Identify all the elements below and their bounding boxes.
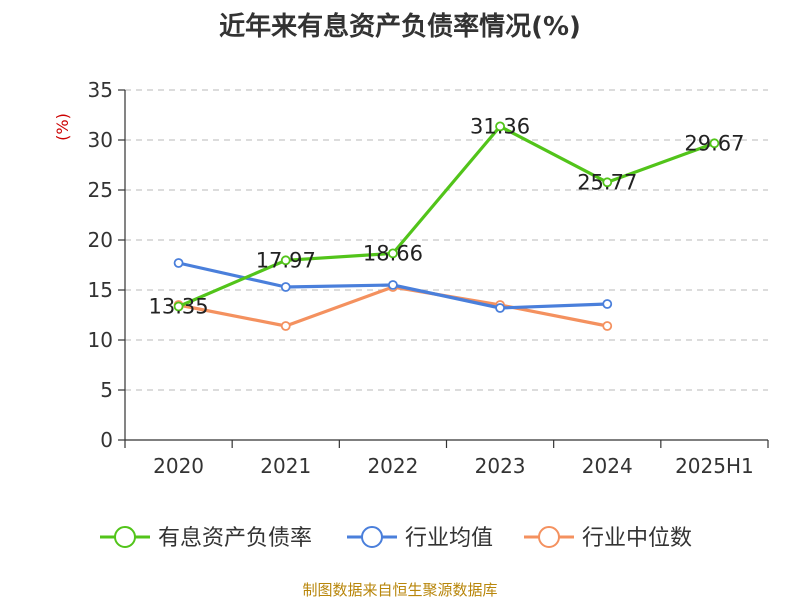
- legend-marker: [538, 526, 560, 548]
- data-point: [709, 138, 720, 149]
- series-line: [177, 124, 715, 308]
- legend-marker: [114, 526, 136, 548]
- data-point: [495, 121, 505, 132]
- legend-marker: [361, 526, 383, 548]
- x-tick-label: 2023: [475, 454, 526, 478]
- y-tick-label: 25: [88, 178, 113, 202]
- data-label: 13.35: [149, 295, 209, 319]
- x-tick-label: 2024: [582, 454, 633, 478]
- data-point: [280, 255, 291, 266]
- data-point: [173, 301, 184, 312]
- grid-lines: [125, 89, 768, 391]
- data-label: 17.97: [256, 248, 316, 272]
- y-tick-label: 15: [88, 278, 113, 302]
- y-tick-label: 0: [100, 428, 113, 452]
- legend-label: 行业均值: [405, 526, 493, 551]
- data-point: [602, 177, 613, 188]
- data-point: [388, 248, 398, 259]
- data-label: 29.67: [684, 131, 744, 155]
- data-point: [602, 299, 613, 309]
- y-axis-unit-label: (%): [53, 113, 72, 141]
- y-tick-label: 30: [88, 128, 113, 152]
- data-label: 25.77: [577, 170, 637, 194]
- y-tick-label: 10: [88, 328, 113, 352]
- data-point: [280, 282, 291, 292]
- data-label: 31.36: [470, 114, 530, 138]
- source-note: 制图数据来自恒生聚源数据库: [302, 581, 497, 599]
- series-lines: [173, 121, 720, 331]
- axes: 0 5 10 15 20 25 30 35 (%) 2020 2021 2022 2023 2024 202…: [53, 78, 769, 478]
- x-tick-label: 2025H1: [675, 454, 754, 478]
- x-tick-label: 2020: [153, 454, 204, 478]
- legend: 有息资产负债率 行业均值 行业中位数: [100, 526, 692, 551]
- data-label: 18.66: [363, 241, 423, 265]
- data-point: [280, 321, 291, 331]
- x-tick-label: 2021: [260, 454, 311, 478]
- legend-label: 行业中位数: [582, 526, 692, 551]
- data-point: [602, 321, 613, 331]
- x-tick-label: 2022: [367, 454, 418, 478]
- data-point: [173, 258, 184, 268]
- y-tick-label: 35: [88, 78, 113, 102]
- y-tick-label: 5: [100, 378, 113, 402]
- data-point: [495, 303, 505, 313]
- data-labels: 13.35 17.97 18.66 31.36 25.77 29.67: [149, 114, 745, 318]
- legend-label: 有息资产负债率: [158, 526, 312, 551]
- data-point: [388, 280, 398, 290]
- chart-title: 近年来有息资产负债率情况(%): [219, 12, 581, 42]
- y-tick-label: 20: [88, 228, 113, 252]
